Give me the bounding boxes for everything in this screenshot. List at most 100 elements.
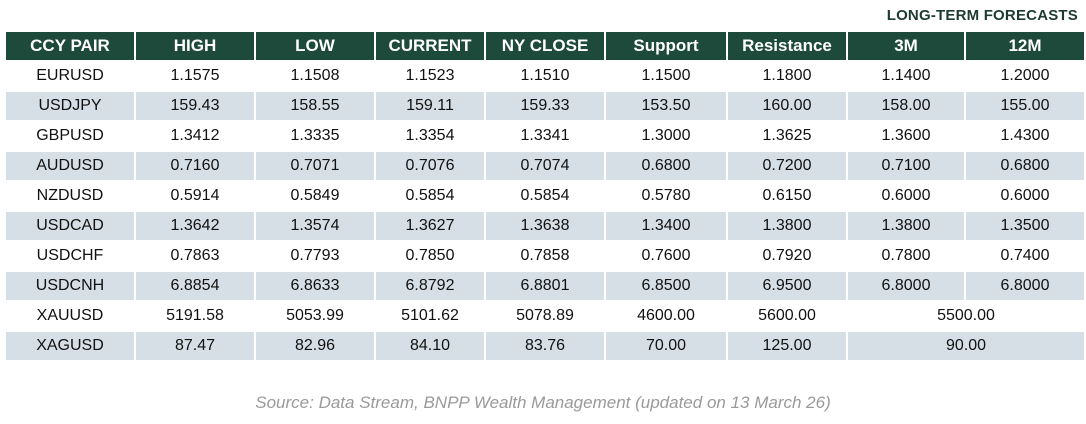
value-cell: 1.2000 [964,60,1086,92]
value-cell: 6.8633 [254,270,376,302]
column-header: Resistance [726,30,848,62]
value-cell: 1.1500 [604,60,728,92]
value-cell: 1.3625 [726,120,848,152]
pair-cell: AUDUSD [4,150,136,182]
value-cell: 0.5849 [254,180,376,212]
value-cell: 1.4300 [964,120,1086,152]
value-cell: 158.55 [254,90,376,122]
value-cell: 0.7160 [134,150,256,182]
forecast-table: CCY PAIR HIGH LOW CURRENT NY CLOSE Support Res… [4,30,1086,362]
value-cell: 1.3000 [604,120,728,152]
value-cell: 6.9500 [726,270,848,302]
value-cell: 153.50 [604,90,728,122]
value-cell: 0.7920 [726,240,848,272]
table-row: GBPUSD 1.3412 1.3335 1.3354 1.3341 1.3000 1.36… [4,120,1086,152]
value-cell: 6.8000 [846,270,966,302]
value-cell: 0.7100 [846,150,966,182]
value-cell: 6.8801 [484,270,606,302]
value-cell: 155.00 [964,90,1086,122]
value-cell: 0.6150 [726,180,848,212]
value-cell: 83.76 [484,330,606,362]
value-cell: 1.3638 [484,210,606,242]
column-header: 3M [846,30,966,62]
value-cell: 0.7858 [484,240,606,272]
value-cell: 1.3627 [374,210,486,242]
table-row: NZDUSD 0.5914 0.5849 0.5854 0.5854 0.5780 0.61… [4,180,1086,212]
value-cell: 0.5854 [484,180,606,212]
value-cell: 0.7074 [484,150,606,182]
value-cell: 70.00 [604,330,728,362]
value-cell: 1.3354 [374,120,486,152]
value-cell: 0.7400 [964,240,1086,272]
value-cell: 0.6000 [964,180,1086,212]
value-cell: 6.8000 [964,270,1086,302]
table-row: AUDUSD 0.7160 0.7071 0.7076 0.7074 0.6800 0.72… [4,150,1086,182]
value-cell: 1.3400 [604,210,728,242]
value-cell: 6.8500 [604,270,728,302]
pair-cell: XAUUSD [4,300,136,332]
value-cell: 1.1400 [846,60,966,92]
column-header: LOW [254,30,376,62]
table-row: XAUUSD 5191.58 5053.99 5101.62 5078.89 4600.0… [4,300,1086,332]
value-cell: 87.47 [134,330,256,362]
value-cell: 1.3341 [484,120,606,152]
value-cell: 0.6800 [964,150,1086,182]
value-cell: 1.3600 [846,120,966,152]
value-cell: 0.5854 [374,180,486,212]
column-header: NY CLOSE [484,30,606,62]
value-cell: 5101.62 [374,300,486,332]
value-cell: 159.33 [484,90,606,122]
value-cell: 1.1508 [254,60,376,92]
value-cell: 0.7793 [254,240,376,272]
value-cell: 82.96 [254,330,376,362]
value-cell: 1.3335 [254,120,376,152]
value-cell: 160.00 [726,90,848,122]
table-row: USDCNH 6.8854 6.8633 6.8792 6.8801 6.8500 6.95… [4,270,1086,302]
value-cell: 1.1523 [374,60,486,92]
value-cell: 1.3500 [964,210,1086,242]
value-cell: 0.6000 [846,180,966,212]
value-cell: 0.5780 [604,180,728,212]
column-header: Support [604,30,728,62]
column-header: CURRENT [374,30,486,62]
value-cell: 5078.89 [484,300,606,332]
value-cell: 1.1575 [134,60,256,92]
value-cell: 0.6800 [604,150,728,182]
header-row: CCY PAIR HIGH LOW CURRENT NY CLOSE Support Res… [4,30,1086,62]
pair-cell: USDCAD [4,210,136,242]
value-cell: 1.1800 [726,60,848,92]
value-cell: 5600.00 [726,300,848,332]
value-cell: 5191.58 [134,300,256,332]
pair-cell: NZDUSD [4,180,136,212]
pair-cell: USDCNH [4,270,136,302]
table-row: USDCAD 1.3642 1.3574 1.3627 1.3638 1.3400 1.38… [4,210,1086,242]
table-row: EURUSD 1.1575 1.1508 1.1523 1.1510 1.1500 1.18… [4,60,1086,92]
pair-cell: USDCHF [4,240,136,272]
pair-cell: GBPUSD [4,120,136,152]
value-cell: 0.7076 [374,150,486,182]
value-cell: 1.3574 [254,210,376,242]
value-cell: 1.3800 [846,210,966,242]
value-cell: 6.8792 [374,270,486,302]
value-cell: 1.1510 [484,60,606,92]
column-header: HIGH [134,30,256,62]
value-cell: 90.00 [846,330,1086,362]
value-cell: 1.3412 [134,120,256,152]
table-body: EURUSD 1.1575 1.1508 1.1523 1.1510 1.1500 1.18… [4,60,1086,362]
value-cell: 0.7863 [134,240,256,272]
value-cell: 5053.99 [254,300,376,332]
source-note: Source: Data Stream, BNPP Wealth Managem… [255,393,831,412]
value-cell: 0.7850 [374,240,486,272]
value-cell: 0.7200 [726,150,848,182]
value-cell: 84.10 [374,330,486,362]
value-cell: 1.3800 [726,210,848,242]
table-row: XAGUSD 87.47 82.96 84.10 83.76 70.00 125.00 90.… [4,330,1086,362]
value-cell: 125.00 [726,330,848,362]
column-header: 12M [964,30,1086,62]
pair-cell: EURUSD [4,60,136,92]
column-header: CCY PAIR [4,30,136,62]
value-cell: 0.7800 [846,240,966,272]
value-cell: 1.3642 [134,210,256,242]
value-cell: 4600.00 [604,300,728,332]
